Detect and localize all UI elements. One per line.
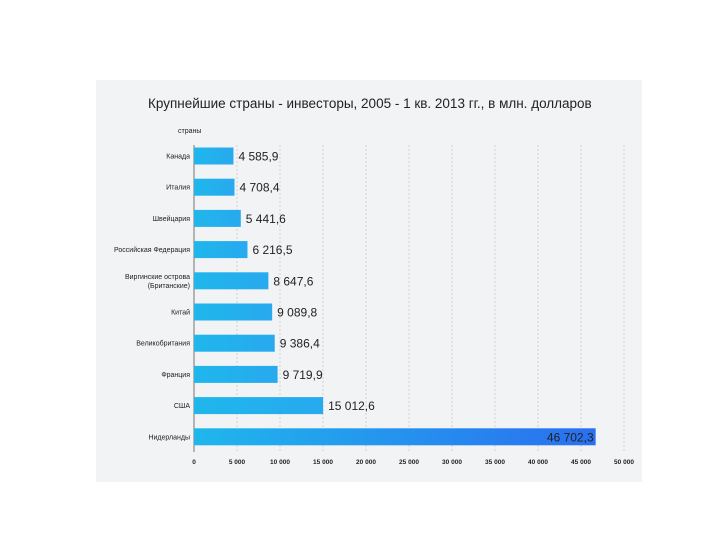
category-label-line: США — [174, 403, 190, 410]
x-tick-label: 0 — [192, 459, 196, 466]
value-label: 6 216,5 — [252, 243, 292, 257]
value-labels: 4 585,9 4 708,4 5 441,6 6 216,5 8 647,6 9 089… — [238, 150, 594, 445]
grid-lines — [193, 145, 625, 452]
category-label-line: Виргинские острова — [125, 274, 190, 281]
value-label: 9 386,4 — [280, 337, 320, 351]
value-label: 9 719,9 — [283, 368, 323, 382]
category-label-line: Российская Федерация — [114, 246, 190, 254]
category-label-line: (Британские) — [148, 283, 190, 290]
category-label-line: Китай — [171, 309, 190, 317]
category-label-line: Швейцария — [153, 215, 191, 223]
value-label: 9 089,8 — [277, 306, 317, 320]
category-label: Италия — [166, 185, 190, 192]
value-label: 5 441,6 — [246, 212, 286, 226]
category-label-line: Италия — [166, 185, 190, 192]
category-label: США — [174, 403, 190, 410]
category-label-line: Франция — [161, 372, 190, 379]
bar — [194, 428, 596, 446]
category-label-line: Канада — [166, 154, 190, 161]
bar — [194, 241, 248, 259]
x-tick-label: 40 000 — [528, 459, 548, 466]
bar — [194, 365, 278, 383]
x-tick-label: 20 000 — [356, 459, 376, 466]
x-tick-labels: 0 5 000 10 000 15 000 20 000 25 000 30 000 35 0… — [192, 459, 634, 466]
slide-panel — [96, 80, 642, 482]
category-label-line: Великобритания — [136, 340, 190, 348]
bar — [194, 209, 241, 227]
bar — [194, 397, 324, 415]
value-label: 8 647,6 — [273, 274, 313, 288]
value-label: 15 012,6 — [328, 399, 375, 413]
bar — [194, 334, 275, 352]
bars — [194, 147, 596, 446]
x-tick-label: 5 000 — [229, 459, 246, 466]
category-label: Швейцария — [153, 215, 191, 223]
category-label: Канада — [166, 154, 190, 161]
category-label: Нидерланды — [148, 434, 190, 441]
chart-title: Крупнейшие страны - инвесторы, 2005 - 1 … — [148, 96, 592, 111]
x-tick-label: 15 000 — [313, 459, 333, 466]
y-axis-title: страны — [178, 128, 202, 135]
bar — [194, 147, 234, 165]
category-label-line: Нидерланды — [148, 434, 190, 441]
x-tick-label: 10 000 — [270, 459, 290, 466]
bar — [194, 272, 269, 290]
category-label: Китай — [171, 309, 190, 317]
value-label: 4 585,9 — [238, 150, 278, 164]
bar — [194, 303, 273, 321]
value-label: 46 702,3 — [547, 430, 594, 444]
bar — [194, 178, 235, 196]
x-tick-label: 50 000 — [614, 459, 634, 466]
x-tick-label: 45 000 — [571, 459, 591, 466]
value-label: 4 708,4 — [239, 181, 279, 195]
category-label: Франция — [161, 372, 190, 379]
x-tick-label: 30 000 — [442, 459, 462, 466]
category-label: Виргинские острова (Британские) — [125, 274, 190, 290]
category-label: Великобритания — [136, 340, 190, 348]
x-tick-label: 35 000 — [485, 459, 505, 466]
category-label: Российская Федерация — [114, 246, 190, 254]
x-tick-label: 25 000 — [399, 459, 419, 466]
category-labels: Канада Италия Швейцария Российская Федераци… — [114, 154, 190, 442]
